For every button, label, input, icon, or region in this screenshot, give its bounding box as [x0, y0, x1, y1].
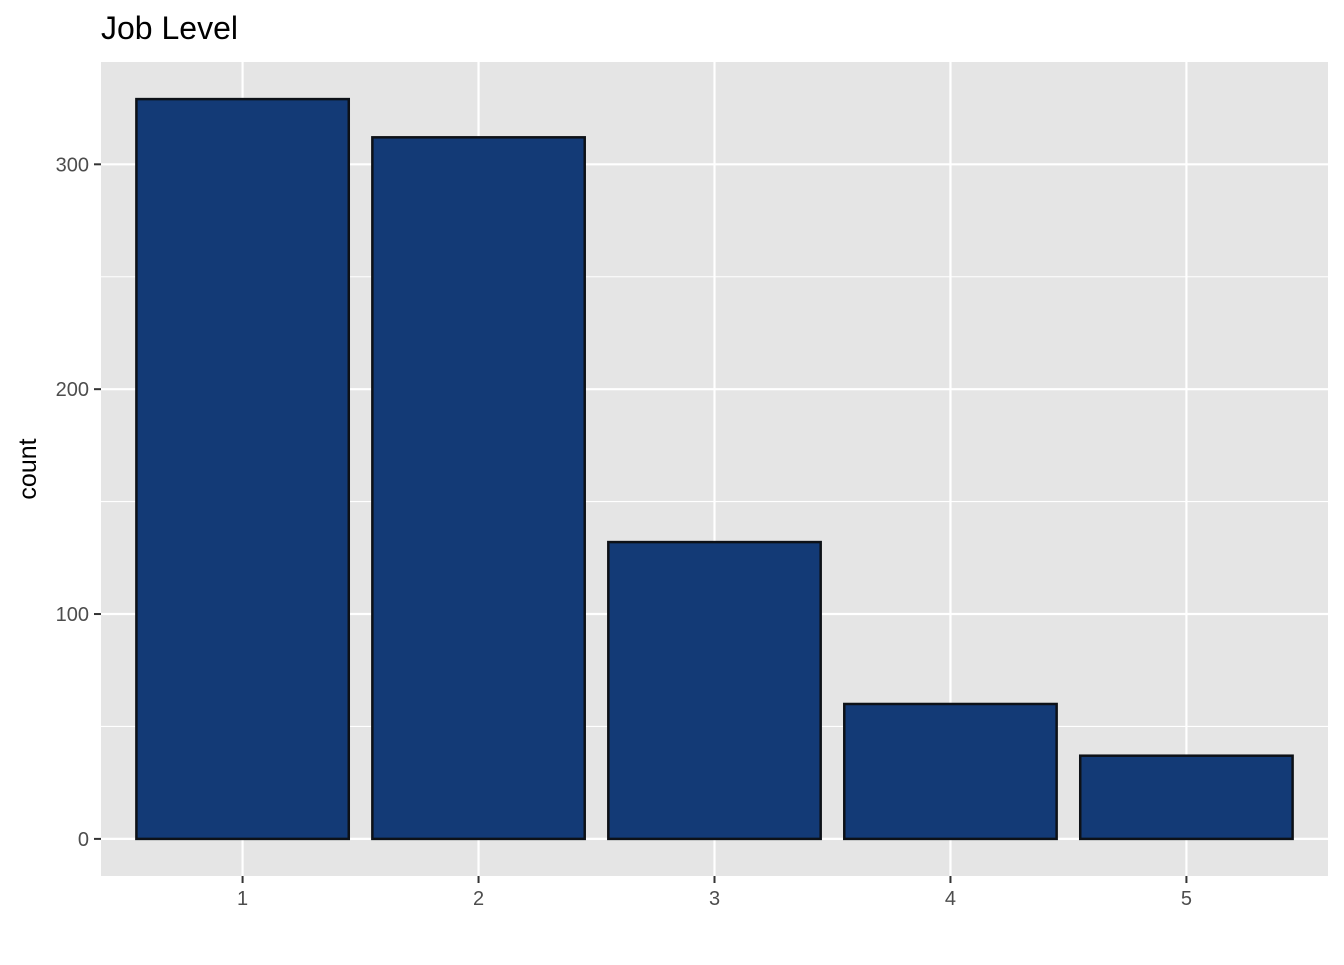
x-tick-label: 1	[237, 888, 248, 910]
y-tick-label: 300	[56, 154, 89, 176]
axis-ticks	[94, 163, 1188, 883]
x-tick-label: 3	[709, 888, 720, 910]
x-tick-label: 2	[473, 888, 484, 910]
y-tick-label: 100	[56, 604, 89, 626]
x-tick-labels: 1 2 3 4 5	[237, 888, 1192, 910]
bar-1	[135, 97, 351, 841]
bar-5	[1078, 754, 1294, 841]
y-tick-label: 0	[78, 829, 89, 851]
y-axis-title: count	[14, 438, 42, 499]
bar-4	[843, 702, 1058, 841]
bar-2	[371, 136, 586, 841]
y-tick-label: 200	[56, 379, 89, 401]
chart-title: Job Level	[101, 10, 238, 46]
bar-3	[607, 540, 822, 841]
x-tick-label: 5	[1181, 888, 1192, 910]
x-tick-label: 4	[945, 888, 956, 910]
y-tick-labels: 0 100 200 300	[56, 154, 89, 851]
bars	[135, 97, 1294, 841]
